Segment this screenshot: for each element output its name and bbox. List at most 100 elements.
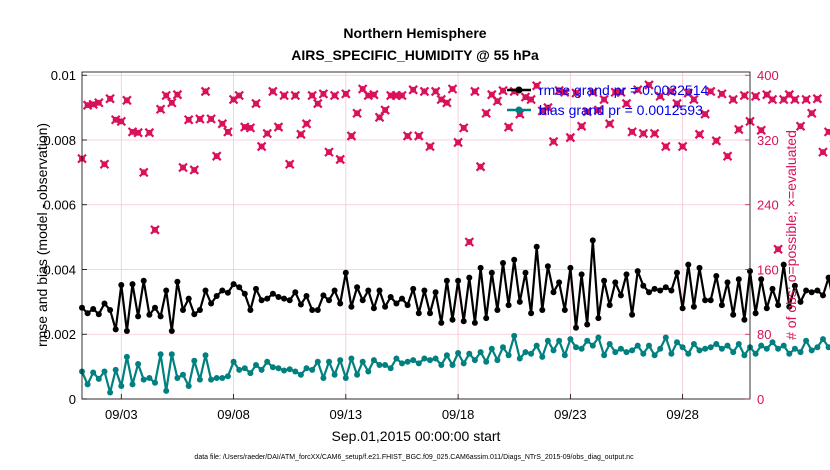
rmse-series-point [241, 290, 248, 297]
rmse-series-point [281, 295, 288, 302]
marker-dot [808, 110, 815, 117]
rmse-series-point [556, 279, 563, 286]
bias-series-point [544, 337, 551, 344]
bias-series-point [320, 375, 327, 381]
rmse-series-point [410, 285, 417, 292]
marker-dot [494, 98, 501, 105]
marker-dot [674, 100, 681, 107]
bias-series-point [253, 362, 259, 368]
bias-series-point [741, 352, 748, 359]
marker-dot [370, 91, 377, 98]
rmse-series-point [511, 256, 518, 263]
bias-series-point [107, 389, 114, 396]
bias-series-point [415, 360, 422, 367]
obs-evaluated-marker [447, 84, 458, 94]
bias-series-point [735, 341, 742, 347]
marker-dot [505, 124, 512, 131]
marker-dot [180, 164, 187, 171]
bias-series-point [174, 375, 181, 381]
bias-series-point [690, 341, 697, 347]
obs-evaluated-marker [425, 141, 435, 152]
rmse-series-point [449, 316, 456, 323]
marker-dot [247, 124, 254, 131]
rmse-series-point [320, 292, 327, 299]
obs-evaluated-marker [105, 93, 115, 104]
obs-evaluated-marker [711, 136, 722, 146]
obs-evaluated-marker [666, 86, 677, 97]
bias-series-point [365, 368, 372, 375]
obs-evaluated-marker [436, 94, 447, 105]
obs-evaluated-marker [576, 121, 587, 132]
marker-dot [393, 92, 400, 99]
rmse-series-point [269, 290, 276, 297]
rmse-series-point [589, 237, 596, 244]
obs-evaluated-marker [301, 119, 312, 129]
bias-series-point [561, 352, 568, 359]
left-y-axis: 0 0.002 0.004 0.006 0.008 0.01 [43, 68, 87, 407]
rmse-series-point [168, 328, 175, 334]
marker-dot [118, 118, 125, 125]
rmse-series-point [780, 261, 787, 268]
rmse-series-point [494, 307, 501, 313]
marker-dot [174, 91, 181, 98]
marker-dot [645, 81, 652, 88]
obs-evaluated-marker [402, 131, 413, 141]
obs-evaluated-marker [733, 124, 744, 135]
rmse-series-point [421, 287, 428, 294]
obs-evaluated-marker [380, 105, 390, 115]
obs-evaluated-marker [133, 127, 143, 138]
rmse-series-point [292, 289, 299, 296]
obs-evaluated-marker [661, 141, 671, 152]
bias-series-point [196, 376, 203, 383]
marker-dot [814, 95, 821, 102]
bias-series-point [758, 342, 765, 349]
marker-dot [236, 92, 243, 99]
bias-series-point [528, 350, 535, 357]
marker-dot [825, 128, 830, 135]
rmse-series-point [202, 287, 209, 294]
rmse-series-point [146, 311, 153, 318]
obs-evaluated-marker [649, 128, 660, 139]
marker-dot [791, 96, 798, 103]
legend-bias-text: bias grand pr = 0.0012593 [539, 102, 703, 118]
rmse-series-point [595, 315, 602, 322]
rmse-series-point [415, 310, 422, 317]
bias-series-point [780, 342, 787, 349]
obs-evaluated-marker [638, 128, 649, 139]
rmse-series-point [685, 261, 692, 268]
rmse-series-point [820, 292, 826, 299]
bias-series-point [483, 358, 490, 365]
obs-evaluated-marker [458, 123, 469, 133]
bias-series-point [814, 344, 821, 351]
bias-series-point [421, 355, 428, 362]
bias-series-point [707, 344, 714, 351]
bias-series-point [331, 371, 338, 378]
rmse-series-point [578, 271, 585, 278]
marker-dot [612, 89, 619, 96]
obs-evaluated-marker [481, 108, 491, 119]
obs-evaluated-marker [543, 102, 553, 113]
rmse-series-point [500, 260, 506, 266]
bias-series-point [314, 358, 321, 365]
marker-dot [713, 137, 720, 144]
marker-dot [348, 132, 355, 139]
marker-dot [500, 87, 507, 94]
bias-series-point [393, 355, 400, 362]
x-tick-label: 09/23 [554, 407, 587, 422]
obs-evaluated-marker [818, 147, 828, 157]
obs-evaluated-marker [593, 105, 604, 115]
left-tick-label: 0.004 [43, 262, 76, 277]
rmse-series-point [393, 300, 400, 307]
marker-dot [769, 96, 776, 103]
marker-dot [185, 116, 192, 123]
rmse-series-point [752, 310, 759, 317]
bias-series-point [769, 339, 776, 346]
rmse-series-point [196, 307, 203, 313]
bias-series-point [634, 342, 641, 349]
marker-dot [309, 92, 316, 99]
rmse-series-point [741, 316, 748, 323]
marker-dot [415, 132, 422, 139]
rmse-series-point [326, 297, 332, 304]
rmse-series-point [516, 298, 523, 305]
